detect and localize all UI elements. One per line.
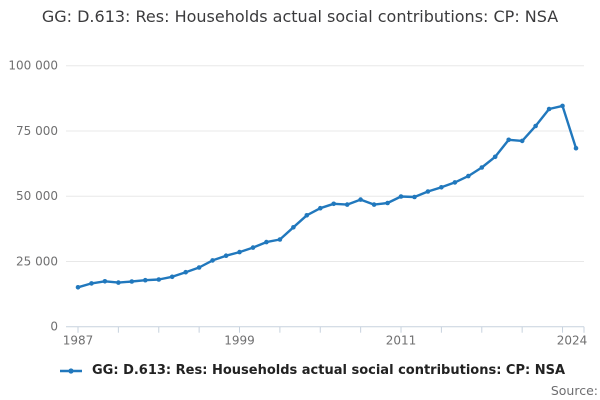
data-point-marker xyxy=(358,197,363,202)
data-point-marker xyxy=(304,213,310,218)
data-point-marker xyxy=(573,145,579,151)
data-point-marker xyxy=(519,138,525,144)
y-axis-tick-labels: 0 25 000 50 000 75 000 100 000 xyxy=(8,59,58,334)
data-point-marker xyxy=(398,194,404,199)
data-point-marker xyxy=(385,200,390,206)
data-point-marker xyxy=(277,237,283,242)
data-point-marker xyxy=(439,185,444,190)
legend-line-marker-icon xyxy=(60,367,82,374)
y-tick-label: 100 000 xyxy=(8,59,58,73)
x-tick-label: 2024 xyxy=(557,334,588,348)
legend: GG: D.613: Res: Households actual social… xyxy=(59,363,565,378)
data-point-marker xyxy=(116,280,121,285)
data-point-marker xyxy=(156,277,162,282)
data-point-marker xyxy=(466,173,471,179)
data-point-marker xyxy=(89,281,94,286)
source-label: Source: xyxy=(550,383,598,398)
y-tick-label: 50 000 xyxy=(16,189,58,203)
gridlines xyxy=(66,65,584,262)
data-point-marker xyxy=(452,180,458,185)
x-axis xyxy=(66,326,585,333)
data-point-marker xyxy=(546,106,552,112)
data-point-marker xyxy=(143,277,148,283)
data-point-marker xyxy=(264,239,269,245)
y-tick-label: 25 000 xyxy=(16,254,58,268)
data-point-marker xyxy=(318,205,323,211)
data-point-marker xyxy=(344,202,350,207)
data-point-marker xyxy=(479,165,485,170)
data-point-marker xyxy=(425,189,431,194)
x-tick-label: 1999 xyxy=(224,334,255,348)
legend-label: GG: D.613: Res: Households actual social… xyxy=(92,363,566,378)
data-point-marker xyxy=(183,269,188,275)
y-tick-label: 0 xyxy=(50,320,58,334)
data-point-marker xyxy=(169,274,175,280)
data-series xyxy=(75,103,579,290)
data-point-marker xyxy=(492,154,498,160)
x-tick-label: 2011 xyxy=(386,334,417,348)
data-point-marker xyxy=(223,253,229,258)
data-point-marker xyxy=(291,225,296,230)
x-axis-tick-labels: 1987 1999 2011 2024 xyxy=(63,334,588,348)
data-point-marker xyxy=(371,202,377,207)
data-point-marker xyxy=(196,265,202,270)
data-point-marker xyxy=(331,201,337,207)
y-tick-label: 75 000 xyxy=(16,124,58,138)
data-point-marker xyxy=(237,249,242,255)
data-point-marker xyxy=(210,258,215,263)
data-point-marker xyxy=(250,245,256,250)
x-tick-label: 1987 xyxy=(63,334,94,348)
data-point-marker xyxy=(533,123,538,129)
line-chart: 0 25 000 50 000 75 000 100 000 1987 1999 2011 2… xyxy=(8,59,588,348)
data-point-marker xyxy=(412,194,417,200)
data-point-marker xyxy=(102,279,108,284)
data-point-marker xyxy=(560,103,565,109)
data-point-marker xyxy=(129,279,135,284)
data-point-marker xyxy=(506,137,512,143)
chart-title: GG: D.613: Res: Households actual social… xyxy=(41,7,559,26)
data-point-marker xyxy=(75,285,81,290)
